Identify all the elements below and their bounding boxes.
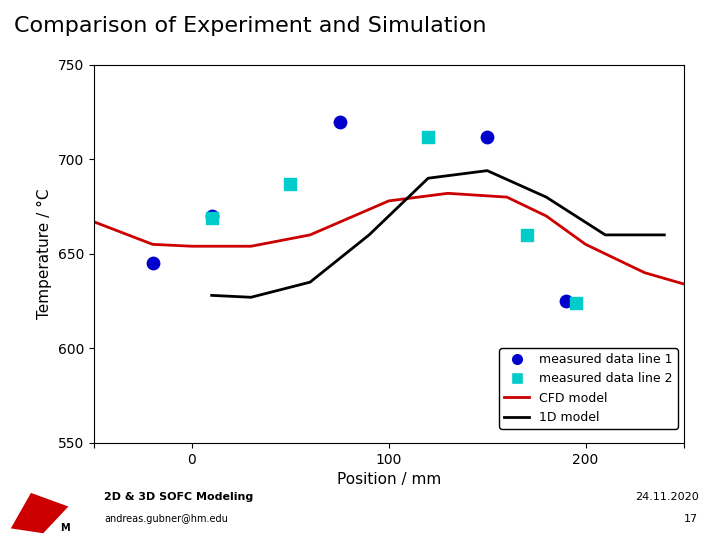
measured data line 2	[570, 299, 582, 307]
Y-axis label: Temperature / °C: Temperature / °C	[37, 188, 52, 319]
X-axis label: Position / mm: Position / mm	[337, 472, 441, 487]
Text: Comparison of Experiment and Simulation: Comparison of Experiment and Simulation	[14, 16, 487, 36]
Text: 17: 17	[684, 514, 698, 524]
measured data line 2	[284, 179, 296, 188]
measured data line 2	[206, 213, 217, 222]
CFD model	[542, 213, 551, 219]
CFD model	[384, 198, 393, 204]
1D model	[306, 279, 315, 285]
Text: 24.11.2020: 24.11.2020	[634, 492, 698, 503]
Text: andreas.gubner@hm.edu: andreas.gubner@hm.edu	[104, 514, 228, 524]
1D model	[660, 232, 669, 238]
1D model	[601, 232, 610, 238]
1D model	[483, 167, 492, 174]
1D model	[207, 292, 216, 299]
CFD model	[306, 232, 315, 238]
1D model	[365, 232, 374, 238]
Polygon shape	[11, 493, 68, 534]
Text: 2D & 3D SOFC Modeling: 2D & 3D SOFC Modeling	[104, 492, 253, 503]
CFD model	[188, 243, 197, 249]
measured data line 1	[147, 259, 158, 267]
measured data line 2	[423, 132, 434, 141]
measured data line 1	[482, 132, 493, 141]
CFD model	[503, 194, 511, 200]
CFD model	[89, 218, 98, 225]
1D model	[542, 194, 551, 200]
1D model	[247, 294, 256, 300]
measured data line 1	[206, 212, 217, 220]
Line: 1D model: 1D model	[212, 171, 665, 297]
measured data line 2	[521, 231, 532, 239]
Legend: measured data line 1, measured data line 2, CFD model, 1D model: measured data line 1, measured data line…	[499, 348, 678, 429]
CFD model	[680, 281, 688, 287]
Text: M: M	[60, 523, 70, 534]
1D model	[424, 175, 433, 181]
measured data line 1	[334, 117, 346, 126]
measured data line 1	[560, 296, 572, 305]
CFD model	[640, 269, 649, 276]
CFD model	[444, 190, 452, 197]
CFD model	[148, 241, 157, 247]
CFD model	[247, 243, 256, 249]
CFD model	[581, 241, 590, 247]
Line: CFD model: CFD model	[94, 193, 684, 284]
